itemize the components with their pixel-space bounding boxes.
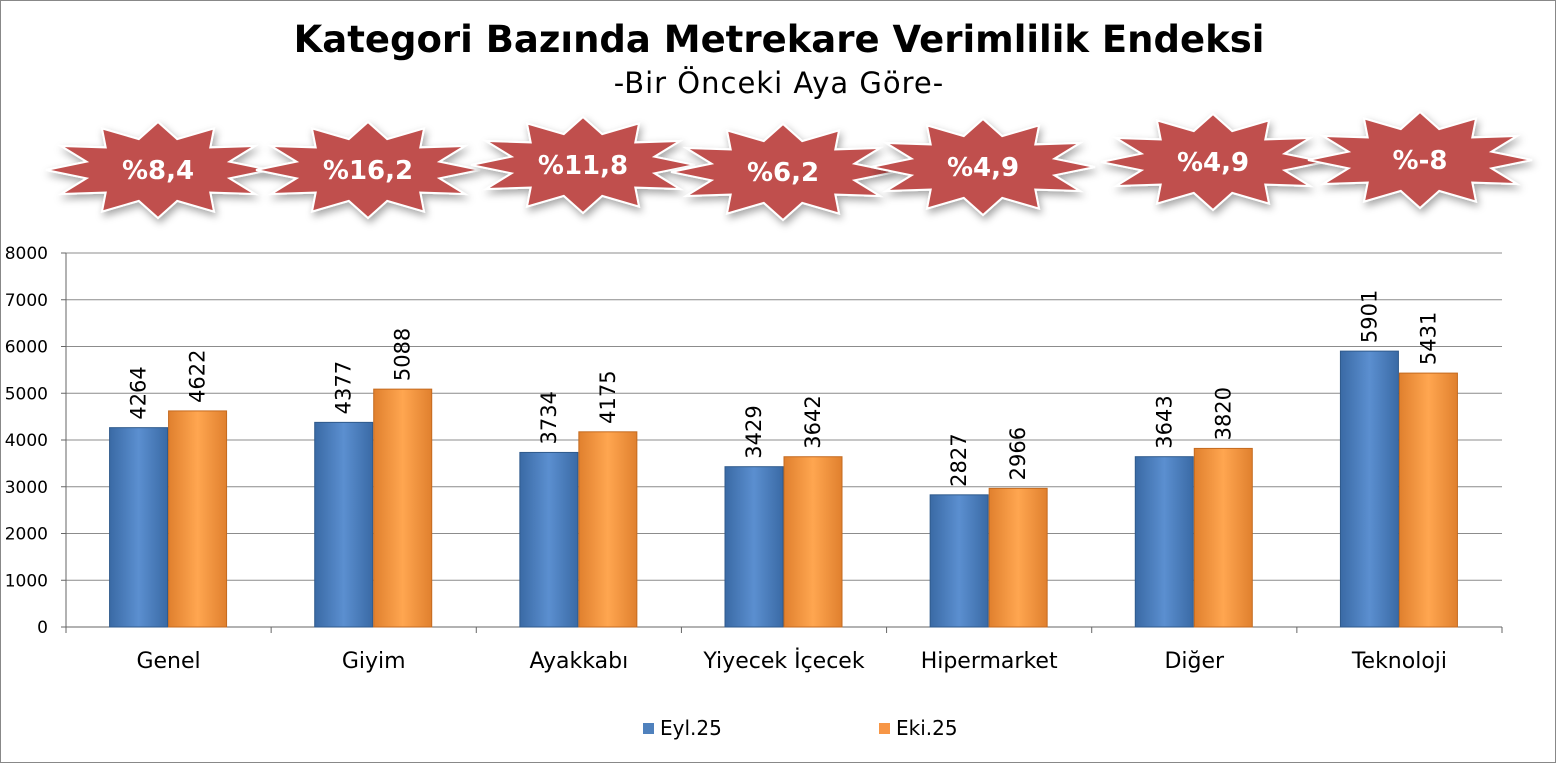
bar-eki25 bbox=[783, 456, 843, 628]
bar-eki25 bbox=[1193, 447, 1253, 628]
x-tick-label: Teknoloji bbox=[1351, 649, 1447, 674]
y-tick-label: 2000 bbox=[5, 525, 48, 545]
x-tick-label: Genel bbox=[136, 649, 200, 674]
bar-eki25 bbox=[1398, 372, 1458, 628]
change-badge-star bbox=[1100, 112, 1326, 212]
legend-item-eyl25: Eyl.25 bbox=[643, 716, 722, 740]
data-label: 5088 bbox=[391, 328, 415, 381]
bar-eki25 bbox=[168, 410, 228, 628]
data-label: 2966 bbox=[1006, 427, 1030, 480]
y-tick-label: 3000 bbox=[5, 478, 48, 498]
x-tick-label: Hipermarket bbox=[921, 649, 1058, 674]
change-badge-star bbox=[870, 117, 1096, 217]
legend-label: Eyl.25 bbox=[660, 716, 722, 740]
data-label: 2827 bbox=[947, 433, 971, 486]
x-tick-label: Yiyecek İçecek bbox=[702, 648, 864, 674]
change-badge-label: %16,2 bbox=[323, 156, 413, 186]
data-label: 4377 bbox=[332, 361, 356, 414]
chart-title: Kategori Bazında Metrekare Verimlilik En… bbox=[293, 18, 1265, 61]
data-label: 4622 bbox=[186, 349, 210, 402]
data-label: 3643 bbox=[1152, 395, 1176, 448]
change-badge-star bbox=[470, 115, 696, 215]
data-label: 3820 bbox=[1211, 387, 1235, 440]
change-badge-star bbox=[45, 120, 271, 220]
legend-swatch-blue bbox=[643, 722, 654, 734]
y-tick-label: 4000 bbox=[5, 431, 48, 451]
bar-eyl25 bbox=[314, 421, 374, 628]
data-label: 5901 bbox=[1357, 290, 1381, 343]
data-label: 4175 bbox=[596, 370, 620, 423]
bar-eki25 bbox=[373, 388, 433, 628]
x-tick-label: Giyim bbox=[342, 649, 406, 674]
legend-item-eki25: Eki.25 bbox=[879, 716, 958, 740]
change-badge-label: %11,8 bbox=[538, 151, 628, 181]
bar-eyl25 bbox=[1339, 350, 1399, 628]
change-badge-label: %6,2 bbox=[747, 158, 819, 188]
data-label: 4264 bbox=[127, 366, 151, 419]
y-tick-label: 7000 bbox=[5, 291, 48, 311]
data-label: 3642 bbox=[801, 395, 825, 448]
change-badge-label: %-8 bbox=[1393, 146, 1448, 176]
change-badge-star bbox=[255, 120, 481, 220]
y-tick-label: 1000 bbox=[5, 571, 48, 591]
change-badge-label: %4,9 bbox=[1177, 148, 1249, 178]
data-label: 3734 bbox=[537, 391, 561, 444]
bar-eyl25 bbox=[724, 466, 784, 628]
bar-eyl25 bbox=[929, 494, 989, 628]
data-label: 5431 bbox=[1416, 312, 1440, 365]
change-badge-label: %4,9 bbox=[947, 153, 1019, 183]
data-label: 3429 bbox=[742, 405, 766, 458]
change-badge-label: %8,4 bbox=[122, 156, 194, 186]
y-tick-label: 0 bbox=[37, 618, 48, 638]
change-badge-star bbox=[670, 122, 896, 222]
chart-subtitle: -Bir Önceki Aya Göre- bbox=[613, 66, 945, 100]
x-tick-label: Diğer bbox=[1164, 649, 1225, 674]
bar-eyl25 bbox=[1134, 456, 1194, 628]
legend-swatch-orange bbox=[879, 722, 890, 734]
x-tick-label: Ayakkabı bbox=[529, 649, 628, 674]
y-tick-label: 8000 bbox=[5, 244, 48, 264]
change-badge-star bbox=[1307, 110, 1533, 210]
bar-eki25 bbox=[988, 487, 1048, 628]
bar-eyl25 bbox=[109, 427, 169, 628]
y-tick-label: 6000 bbox=[5, 338, 48, 358]
bar-eyl25 bbox=[519, 451, 579, 628]
y-tick-label: 5000 bbox=[5, 384, 48, 404]
legend-label: Eki.25 bbox=[896, 716, 958, 740]
bar-eki25 bbox=[578, 431, 638, 628]
